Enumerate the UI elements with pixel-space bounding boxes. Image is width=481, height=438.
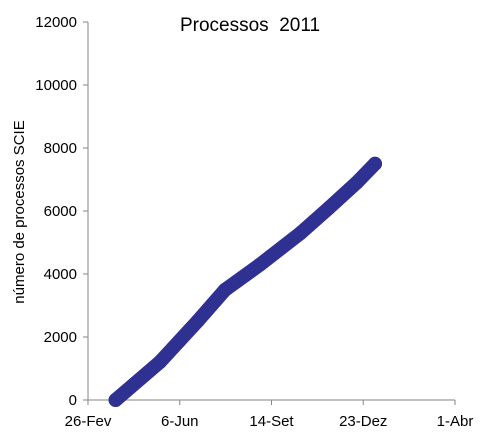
y-tick-label: 4000 [44,266,77,283]
data-point [108,393,123,407]
y-tick-label: 0 [69,392,77,409]
y-tick-label: 10000 [35,77,77,94]
y-ticks: 0 2000 4000 6000 8000 10000 12000 [35,14,88,409]
y-tick-label: 2000 [44,329,77,346]
y-tick-label: 12000 [35,14,77,31]
x-tick-label: 14-Set [249,413,294,430]
x-tick-label: 6-Jun [161,413,199,430]
x-tick-label: 23-Dez [339,413,387,430]
data-point [368,156,382,171]
series-layer [108,156,382,407]
y-axis-title: número de processos SCIE [11,120,28,303]
data-point [349,175,364,190]
data-point [152,355,167,370]
y-tick-label: 6000 [44,203,77,220]
x-tick-label: 26-Fev [65,413,112,430]
data-point [253,257,267,272]
data-point [218,282,233,297]
x-ticks: 26-Fev 6-Jun 14-Set 23-Dez 1-Abr [65,400,474,430]
y-tick-label: 8000 [44,140,77,157]
x-tick-label: 1-Abr [437,413,474,430]
chart-title: Processos 2011 [180,15,320,36]
data-point [322,200,336,215]
data-point [293,226,308,241]
data-point [190,314,205,329]
